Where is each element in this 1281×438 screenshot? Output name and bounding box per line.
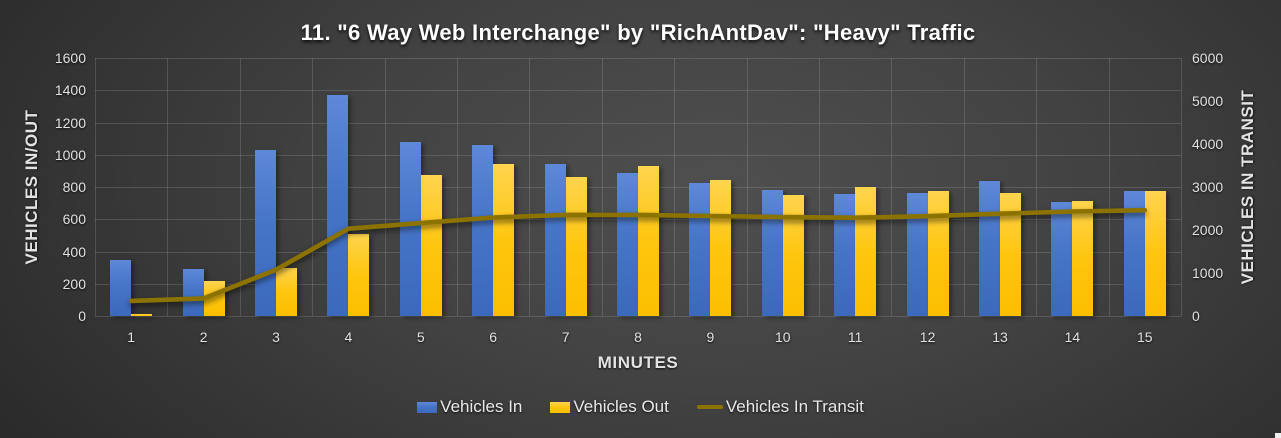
x-axis-title: MINUTES (597, 353, 679, 372)
bar-vehicles-out-min-6 (493, 164, 515, 316)
gridline-v (167, 58, 169, 316)
bar-vehicles-out-min-14 (1072, 200, 1094, 316)
x-tick-8: 8 (634, 329, 642, 345)
x-tick-14: 14 (1064, 329, 1081, 345)
y-tick-left: 800 (62, 179, 86, 195)
bar-vehicles-in-min-6 (472, 145, 494, 316)
line-layer (128, 207, 1148, 304)
bar-vehicles-out-min-15 (1144, 191, 1166, 316)
gridline-v (819, 58, 820, 316)
legend: Vehicles In Vehicles Out Vehicles In Trans… (0, 397, 1281, 417)
y-tick-left: 200 (62, 275, 86, 292)
bar-vehicles-in-min-8 (617, 172, 638, 316)
gridline-v (384, 58, 386, 316)
bar-vehicles-out-min-4 (348, 233, 370, 316)
bar-vehicles-out-min-8 (638, 166, 659, 316)
y-tick-right: 5000 (1192, 93, 1224, 109)
gridline-h (95, 122, 1181, 124)
x-tick-10: 10 (775, 329, 791, 345)
y-tick-right: 0 (1192, 308, 1200, 324)
legend-line-swatch-vehicles-in-transit (696, 405, 723, 409)
gridline-v (674, 58, 676, 316)
legend-swatch-vehicles-in (417, 401, 438, 413)
gridline-v (746, 58, 748, 316)
x-tick-6: 6 (489, 329, 498, 345)
y-tick-right: 3000 (1192, 179, 1224, 195)
bar-vehicles-out-min-13 (1000, 192, 1021, 316)
legend-label-vehicles-out: Vehicles Out (573, 397, 669, 416)
gridline-v (239, 58, 241, 316)
gridline-v (891, 58, 893, 316)
bar-vehicles-in-min-12 (906, 192, 928, 316)
legend-label-vehicles-in-transit: Vehicles In Transit (725, 397, 864, 416)
bar-vehicles-out-min-12 (927, 191, 949, 316)
x-tick-15: 15 (1137, 329, 1153, 345)
bar-vehicles-in-min-14 (1051, 201, 1073, 316)
x-tick-9: 9 (706, 329, 715, 345)
legend-label-vehicles-in: Vehicles In (440, 397, 523, 416)
gridline-v (601, 58, 603, 316)
y-tick-left: 1600 (54, 50, 86, 66)
y-tick-left: 1000 (54, 146, 86, 163)
gridline-v (95, 58, 96, 316)
y-tick-right: 6000 (1192, 50, 1224, 66)
corner-speck (1275, 433, 1281, 438)
x-tick-3: 3 (272, 329, 280, 345)
x-tick-11: 11 (847, 329, 863, 345)
gridline-v (1108, 58, 1110, 316)
gridline-v (1181, 58, 1182, 316)
bar-vehicles-in-min-4 (327, 95, 349, 316)
gridline-h (95, 90, 1181, 92)
x-tick-5: 5 (416, 329, 425, 345)
bar-vehicles-in-min-1 (110, 259, 132, 316)
y-tick-left: 600 (62, 211, 86, 228)
y-tick-left: 1200 (54, 114, 86, 131)
y-tick-left: 0 (78, 308, 86, 324)
line-vehicles-in-transit (128, 207, 1148, 304)
bar-vehicles-in-min-10 (761, 190, 783, 316)
gridline-v (457, 58, 458, 316)
gridline-h (95, 154, 1181, 156)
y-tick-right: 4000 (1192, 136, 1224, 152)
gridline-h (95, 58, 1181, 59)
legend-item-vehicles-in-transit: Vehicles In Transit (696, 397, 864, 417)
gridline-v (312, 58, 314, 316)
gridline-v (1036, 58, 1038, 316)
x-tick-4: 4 (344, 329, 353, 345)
gridline-h (95, 316, 1181, 317)
bar-vehicles-in-min-2 (182, 269, 204, 316)
chart-title: 11. "6 Way Web Interchange" by "RichAntD… (300, 20, 976, 45)
legend-item-vehicles-out: Vehicles Out (550, 397, 669, 417)
y-tick-left: 400 (62, 243, 86, 260)
bar-vehicles-out-min-5 (420, 174, 442, 316)
bar-vehicles-out-min-10 (782, 195, 804, 316)
x-tick-13: 13 (992, 329, 1008, 345)
x-tick-7: 7 (561, 329, 570, 345)
bar-vehicles-in-min-7 (544, 164, 566, 316)
x-tick-12: 12 (919, 329, 936, 345)
legend-swatch-vehicles-out (550, 401, 571, 413)
bar-vehicles-out-min-3 (276, 267, 297, 316)
gridline-v (963, 58, 965, 316)
y-tick-right: 2000 (1192, 222, 1224, 238)
legend-item-vehicles-in: Vehicles In (417, 397, 522, 417)
bar-vehicles-in-min-5 (399, 141, 421, 316)
bar-vehicles-in-min-11 (834, 194, 856, 316)
y-tick-right: 1000 (1192, 265, 1224, 281)
gridline-v (529, 58, 531, 316)
x-tick-1: 1 (127, 329, 136, 345)
bar-vehicles-out-min-1 (131, 314, 153, 316)
x-tick-2: 2 (199, 329, 208, 345)
bar-vehicles-in-min-15 (1123, 191, 1145, 316)
bar-vehicles-out-min-7 (565, 176, 587, 316)
plot-area (95, 58, 1182, 317)
y-tick-left: 1400 (54, 82, 86, 99)
